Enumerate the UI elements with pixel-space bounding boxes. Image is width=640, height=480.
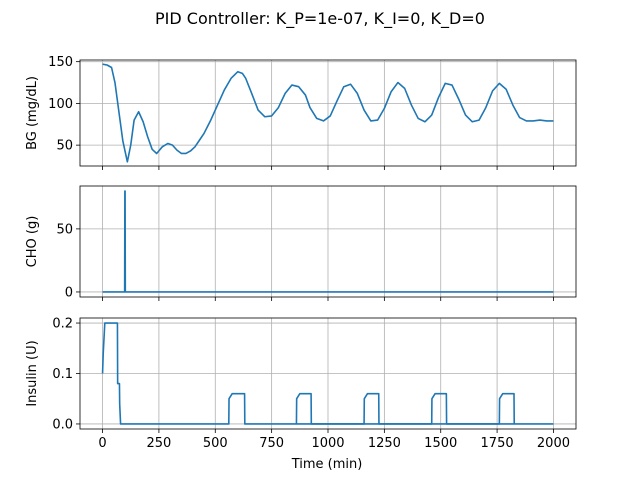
panel-0: 50 100 150 BG (mg/dL) [25, 55, 577, 170]
panels: 50 100 150 BG (mg/dL) 0 50 CHO (g) 0.0 0.1 0.2 0 25… [25, 55, 577, 451]
series-line-1 [102, 190, 554, 293]
series-line-2-pulses [295, 392, 516, 425]
x-tick-label: 0 [98, 436, 106, 451]
x-tick-label: 250 [146, 436, 171, 451]
y-tick-label: 0.0 [52, 417, 73, 432]
y-tick-label: 100 [48, 97, 73, 112]
figure-title: PID Controller: K_P=1e-07, K_I=0, K_D=0 [155, 9, 485, 29]
y-tick-label: 50 [56, 222, 73, 237]
x-tick-label: 1000 [311, 436, 344, 451]
y-axis-label: BG (mg/dL) [25, 76, 40, 150]
y-tick-label: 0 [65, 285, 73, 300]
x-axis-label: Time (min) [291, 457, 363, 472]
x-tick-label: 2000 [537, 436, 570, 451]
x-tick-label: 1250 [368, 436, 401, 451]
y-axis-label: Insulin (U) [25, 340, 40, 406]
series-line-0 [102, 63, 554, 163]
y-axis-label: CHO (g) [25, 216, 40, 268]
x-tick-label: 500 [203, 436, 228, 451]
x-tick-label: 1500 [424, 436, 457, 451]
panel-2: 0.0 0.1 0.2 0 250 500 750 1000 1250 1500 1750 2000 I… [25, 317, 577, 451]
y-tick-label: 0.1 [52, 367, 73, 382]
y-tick-label: 0.2 [52, 317, 73, 332]
y-tick-label: 150 [48, 55, 73, 70]
y-tick-label: 50 [56, 139, 73, 154]
panel-1: 0 50 CHO (g) [25, 185, 577, 301]
x-tick-label: 750 [259, 436, 284, 451]
series-line-2 [101, 322, 554, 425]
x-tick-label: 1750 [481, 436, 514, 451]
